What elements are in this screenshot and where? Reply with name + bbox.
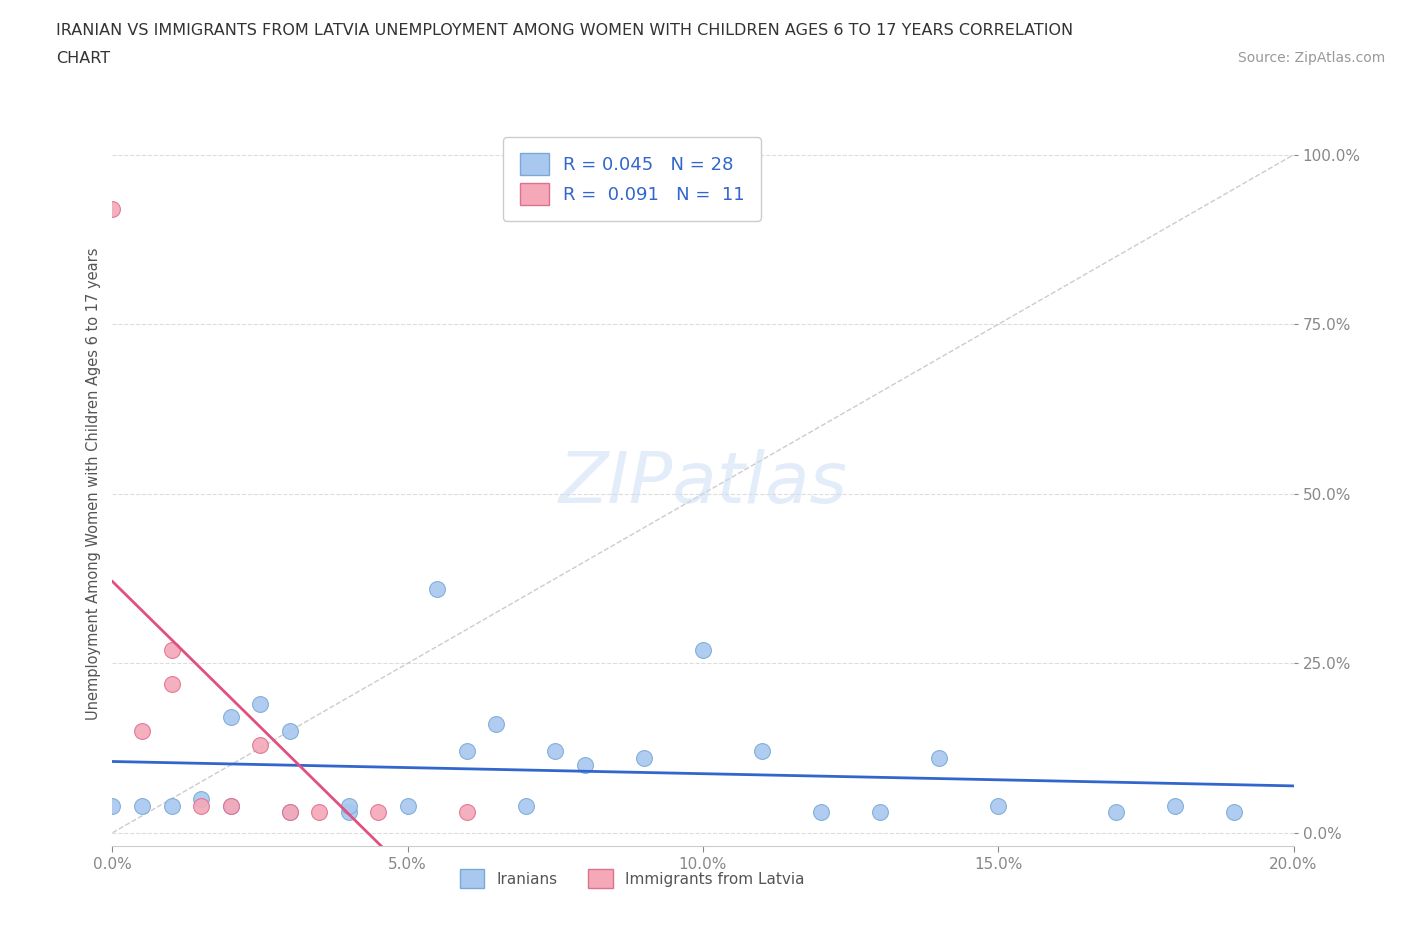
Point [160,643,183,658]
Point [633,751,655,765]
Point [426,581,449,596]
Text: CHART: CHART [56,51,110,66]
Point [810,805,832,820]
Point [337,798,360,813]
Point [456,744,478,759]
Point [456,805,478,820]
Point [278,805,301,820]
Point [751,744,773,759]
Point [1223,805,1246,820]
Text: ZIPatlas: ZIPatlas [558,449,848,518]
Point [485,717,508,732]
Point [278,805,301,820]
Point [219,710,242,724]
Text: IRANIAN VS IMMIGRANTS FROM LATVIA UNEMPLOYMENT AMONG WOMEN WITH CHILDREN AGES 6 : IRANIAN VS IMMIGRANTS FROM LATVIA UNEMPL… [56,23,1073,38]
Point [249,697,271,711]
Point [160,798,183,813]
Point [515,798,537,813]
Point [101,798,124,813]
Point [190,798,212,813]
Legend: Iranians, Immigrants from Latvia: Iranians, Immigrants from Latvia [447,857,817,900]
Point [1164,798,1187,813]
Point [308,805,330,820]
Point [987,798,1010,813]
Point [544,744,567,759]
Text: Source: ZipAtlas.com: Source: ZipAtlas.com [1237,51,1385,65]
Point [574,758,596,773]
Point [337,805,360,820]
Point [928,751,950,765]
Point [160,676,183,691]
Point [190,791,212,806]
Point [219,798,242,813]
Point [367,805,389,820]
Y-axis label: Unemployment Among Women with Children Ages 6 to 17 years: Unemployment Among Women with Children A… [86,247,101,720]
Point [249,737,271,752]
Point [278,724,301,738]
Point [131,798,153,813]
Point [692,643,714,658]
Point [219,798,242,813]
Point [131,724,153,738]
Point [396,798,419,813]
Point [1105,805,1128,820]
Point [101,202,124,217]
Point [869,805,891,820]
